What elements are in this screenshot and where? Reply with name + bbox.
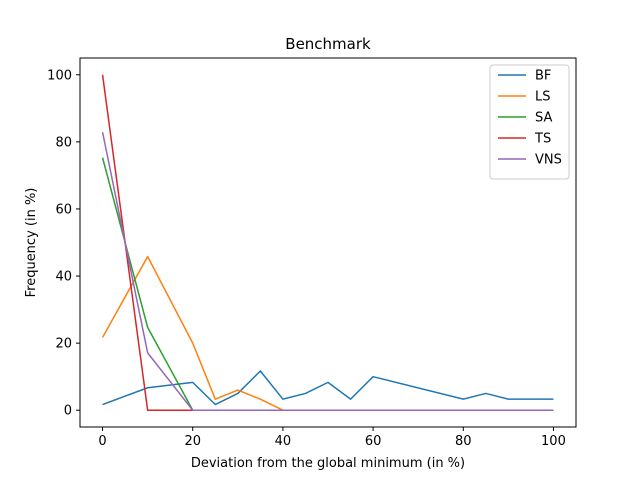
y-tick-label: 0 bbox=[64, 404, 72, 419]
legend-label-bf: BF bbox=[535, 69, 551, 84]
legend-label-vns: VNS bbox=[535, 153, 562, 168]
legend-label-ts: TS bbox=[534, 132, 551, 147]
series-line-sa bbox=[101, 157, 554, 411]
x-tick-label: 60 bbox=[365, 434, 382, 449]
legend-box bbox=[489, 64, 570, 180]
series-line-vns bbox=[101, 131, 554, 411]
x-tick-label: 80 bbox=[455, 434, 472, 449]
legend: BF LS SA TS VNS bbox=[489, 64, 570, 180]
y-tick-label: 20 bbox=[55, 337, 72, 352]
y-tick-label: 60 bbox=[55, 202, 72, 217]
chart-title: Benchmark bbox=[285, 35, 371, 53]
y-axis-ticks: 0 20 40 60 80 100 bbox=[47, 68, 80, 419]
x-tick-label: 0 bbox=[98, 434, 106, 449]
x-tick-label: 100 bbox=[541, 434, 566, 449]
plot-frame bbox=[79, 57, 577, 428]
series-line-ls bbox=[101, 255, 554, 411]
x-tick-label: 40 bbox=[275, 434, 292, 449]
x-axis-ticks: 0 20 40 60 80 100 bbox=[98, 427, 566, 449]
legend-label-ls: LS bbox=[535, 90, 551, 105]
y-tick-label: 100 bbox=[47, 68, 72, 83]
y-axis-label: Frequency (in %) bbox=[24, 188, 39, 298]
y-tick-label: 40 bbox=[55, 270, 72, 285]
series-line-bf bbox=[102, 370, 554, 406]
y-tick-label: 80 bbox=[55, 135, 72, 150]
series-line-ts bbox=[101, 74, 554, 411]
plot-lines bbox=[101, 74, 554, 411]
x-tick-label: 20 bbox=[184, 434, 201, 449]
x-axis-label: Deviation from the global minimum (in %) bbox=[191, 456, 465, 471]
legend-label-sa: SA bbox=[535, 111, 552, 126]
